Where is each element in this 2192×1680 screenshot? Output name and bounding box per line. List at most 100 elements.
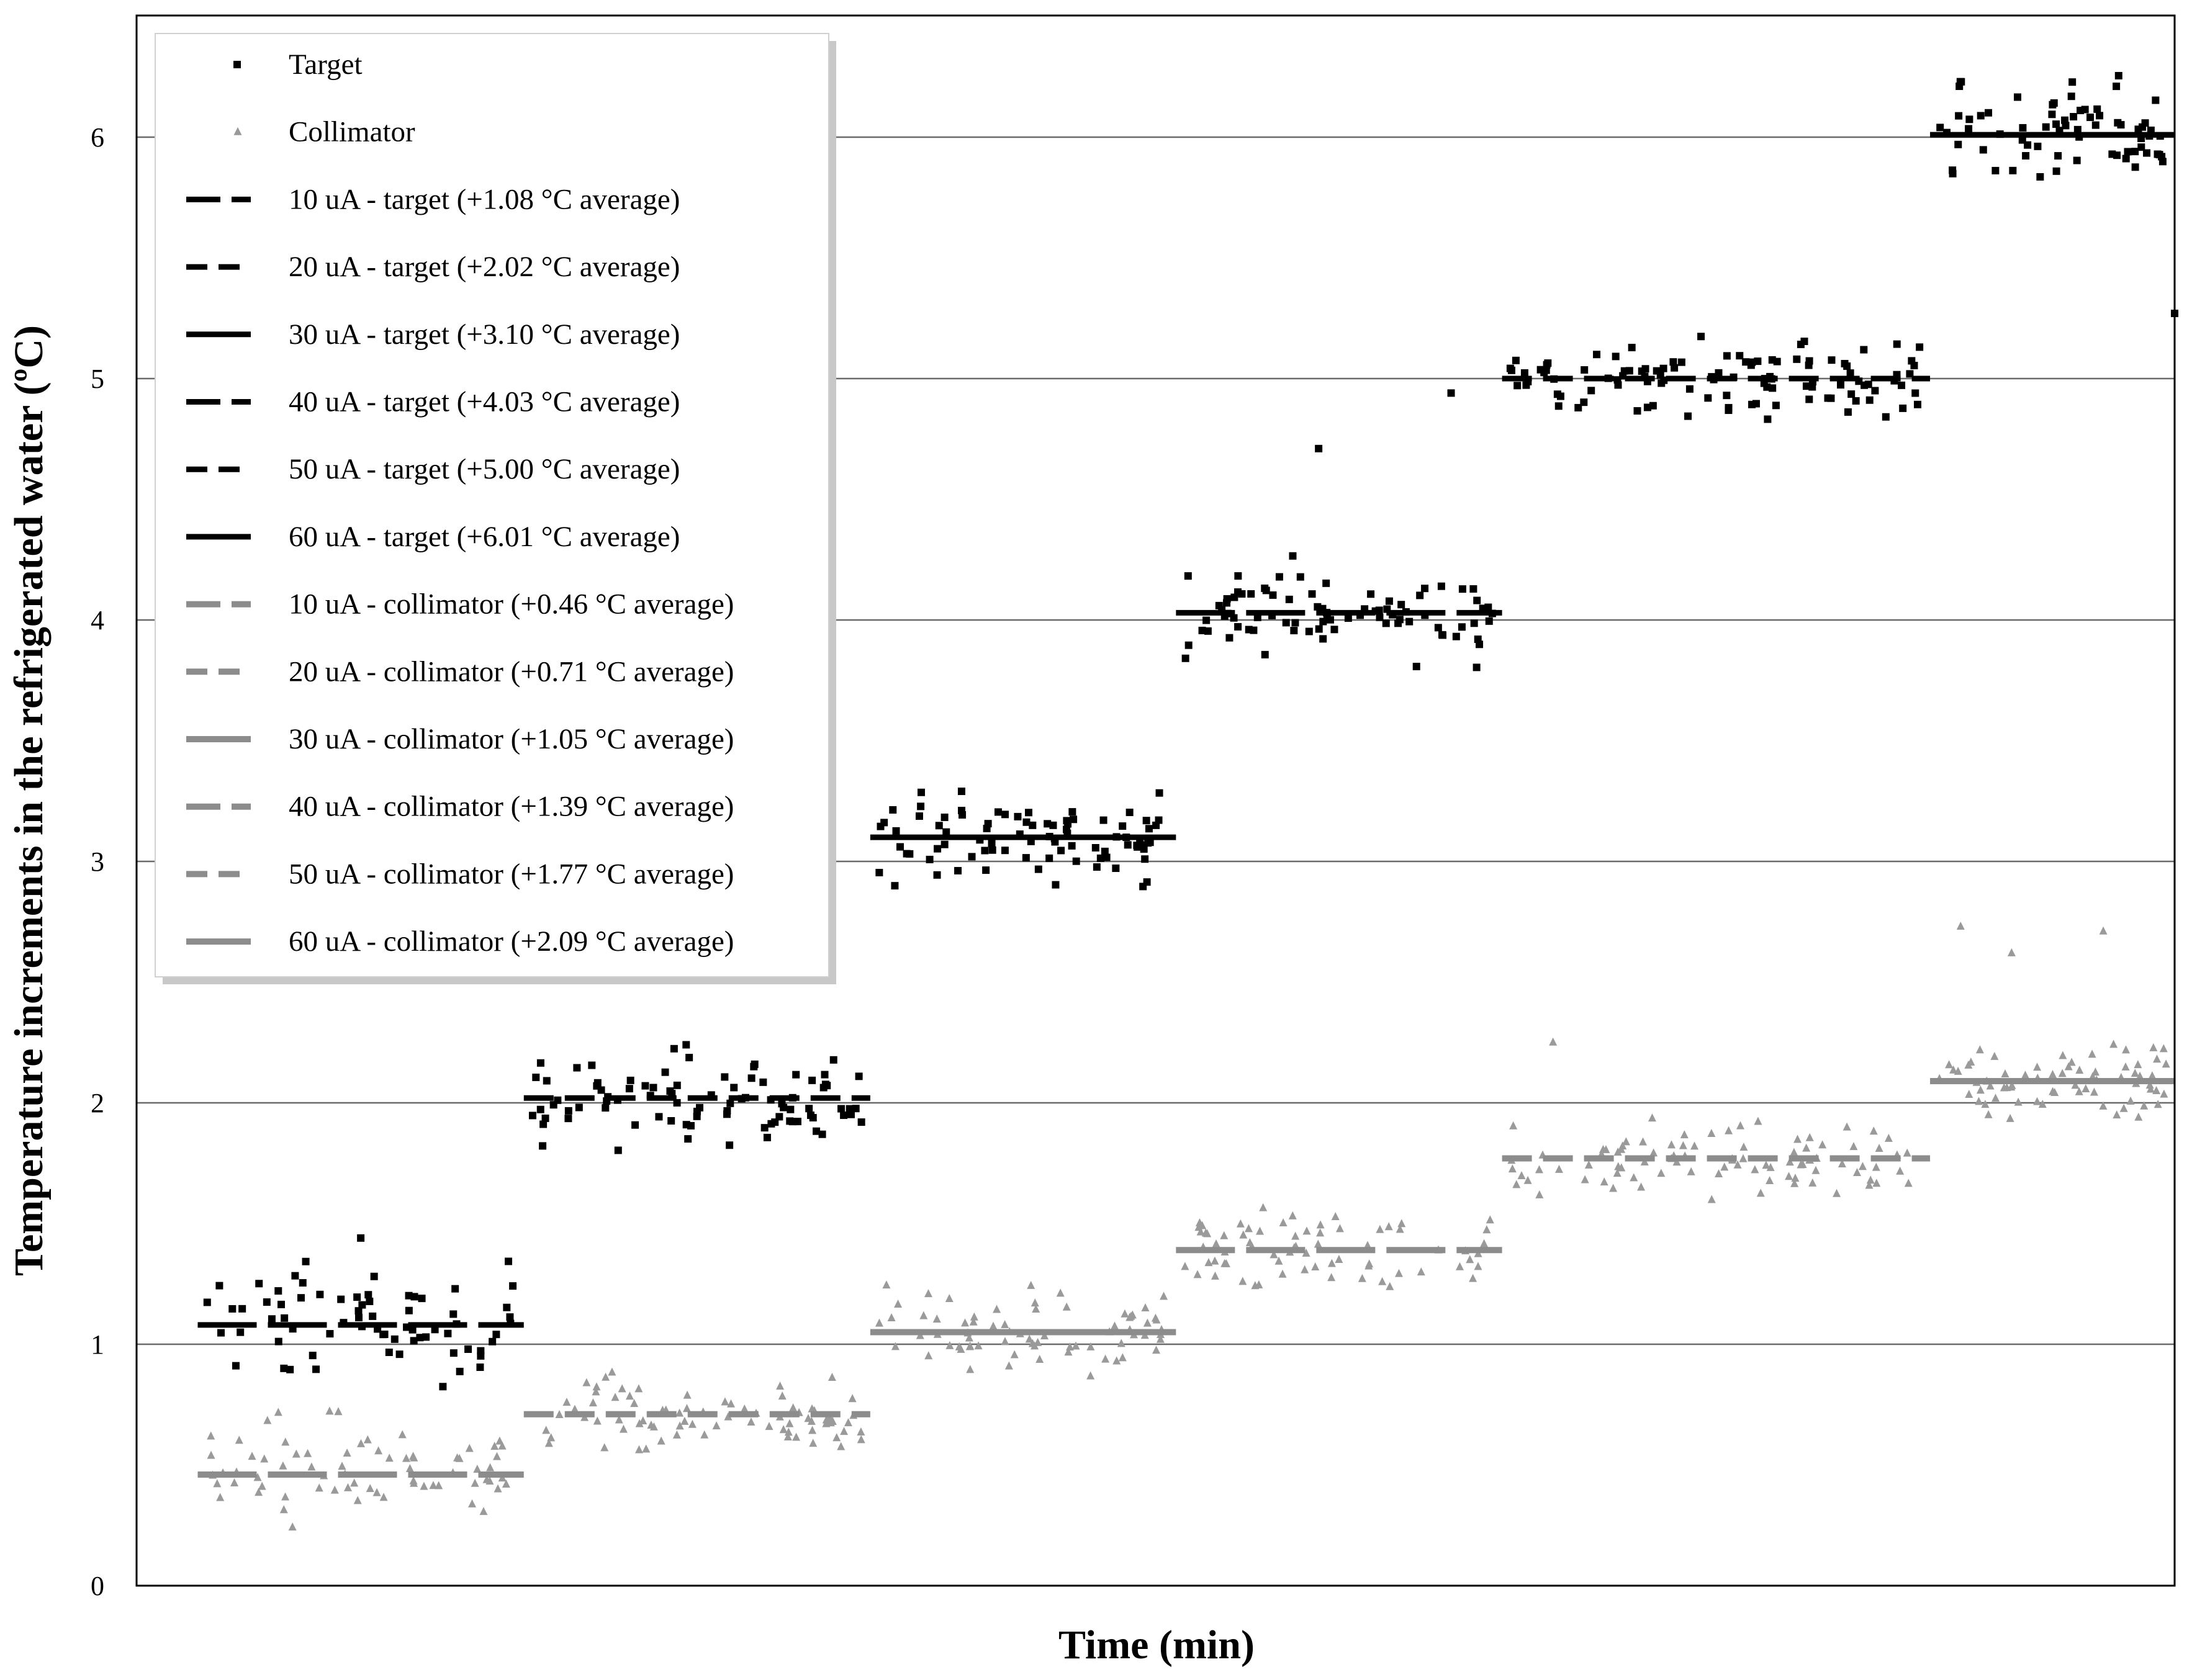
target-point — [1485, 617, 1493, 625]
target-point — [981, 847, 989, 855]
target-point — [2034, 142, 2042, 150]
collimator-point — [2038, 1099, 2047, 1108]
target-point — [1064, 820, 1072, 828]
target-point — [337, 1295, 345, 1303]
target-point — [597, 1086, 605, 1094]
collimator-point — [1904, 1179, 1913, 1187]
target-point — [1764, 415, 1772, 423]
target-point — [957, 788, 965, 796]
collimator-point — [1455, 1262, 1464, 1270]
target-point — [1871, 387, 1879, 395]
collimator-point — [1858, 1162, 1867, 1170]
collimator-point — [420, 1481, 428, 1490]
collimator-point — [1466, 1255, 1474, 1264]
plot-frame — [135, 14, 2176, 1587]
collimator-point — [1637, 1182, 1646, 1191]
target-point — [1049, 821, 1057, 829]
target-point — [316, 1290, 324, 1298]
target-point — [405, 1306, 413, 1314]
collimator-point — [639, 1416, 647, 1425]
legend-entry: 50 uA - collimator (+1.77 °C average) — [186, 858, 734, 890]
collimator-point — [1364, 1261, 1373, 1270]
collimator-point — [2075, 1087, 2083, 1095]
collimator-point — [779, 1425, 788, 1434]
collimator-point — [1031, 1298, 1039, 1307]
target-point — [1965, 115, 1973, 124]
collimator-point — [1255, 1226, 1264, 1235]
target-point — [1261, 650, 1269, 658]
target-point — [2019, 124, 2027, 132]
collimator-point — [1181, 1262, 1189, 1270]
target-point — [954, 866, 962, 874]
collimator-point — [1949, 1065, 1958, 1074]
target-point — [1319, 618, 1327, 626]
collimator-point — [343, 1483, 352, 1491]
collimator-point — [2109, 1040, 2118, 1048]
collimator-point — [1056, 1288, 1065, 1297]
target-point — [994, 808, 1002, 816]
target-point — [456, 1367, 464, 1375]
collimator-point — [2122, 1045, 2131, 1054]
collimator-point — [961, 1318, 970, 1327]
collimator-point — [356, 1439, 365, 1447]
target-point — [364, 1291, 372, 1299]
y-tick-label: 5 — [91, 364, 104, 394]
collimator-point — [1872, 1179, 1881, 1187]
collimator-point — [1152, 1345, 1161, 1354]
target-point — [935, 822, 943, 830]
collimator-point — [2159, 1044, 2168, 1053]
collimator-point — [2149, 1043, 2158, 1051]
target-point — [1612, 353, 1620, 361]
target-point — [503, 1303, 511, 1311]
target-point — [355, 1314, 363, 1322]
legend-label: 50 uA - collimator (+1.77 °C average) — [289, 858, 734, 890]
collimator-point — [1062, 1302, 1071, 1311]
legend: Target Collimator 10 uA - target (+1.08 °C… — [155, 33, 836, 984]
collimator-point — [919, 1311, 928, 1319]
collimator-point — [2058, 1069, 2067, 1077]
collimator-point — [207, 1431, 215, 1440]
target-point — [1852, 397, 1860, 405]
target-point — [564, 1107, 572, 1115]
target-point — [1045, 854, 1053, 862]
collimator-point — [1035, 1355, 1044, 1363]
y-axis-title: Temperature increments in the refrigerat… — [6, 325, 52, 1276]
target-point — [1141, 855, 1149, 863]
target-point — [915, 812, 923, 820]
collimator-point — [1715, 1169, 1723, 1177]
collimator-point — [1327, 1273, 1336, 1282]
collimator-point — [649, 1422, 658, 1431]
collimator-point — [498, 1441, 507, 1450]
target-point — [1375, 606, 1383, 614]
collimator-point — [1967, 1057, 1975, 1066]
collimator-point — [634, 1445, 643, 1453]
collimator-point — [822, 1419, 831, 1427]
collimator-point — [1239, 1230, 1248, 1239]
collimator-point — [2091, 1067, 2100, 1076]
collimator-point — [258, 1481, 266, 1490]
target-point — [926, 855, 934, 863]
target-point — [1748, 358, 1756, 366]
target-point — [1469, 585, 1477, 593]
target-point — [1250, 626, 1258, 634]
target-point — [536, 1105, 544, 1113]
target-point — [2048, 110, 2056, 119]
target-point — [682, 1121, 690, 1129]
collimator-point — [1733, 1160, 1742, 1169]
target-point — [1860, 346, 1868, 354]
target-point — [808, 1076, 816, 1084]
collimator-point — [2081, 1084, 2090, 1093]
target-point — [1685, 385, 1694, 393]
target-point — [1844, 408, 1852, 416]
collimator-point — [1602, 1145, 1610, 1154]
collimator-point — [542, 1426, 551, 1434]
target-point — [1476, 640, 1484, 649]
target-point — [416, 1334, 424, 1342]
target-point — [1223, 595, 1231, 603]
collimator-point — [1512, 1180, 1521, 1188]
collimator-point — [1903, 1148, 1911, 1157]
collimator-point — [2003, 1083, 2011, 1092]
target-point — [726, 1099, 734, 1107]
target-point — [370, 1272, 378, 1280]
collimator-point — [1001, 1337, 1009, 1345]
